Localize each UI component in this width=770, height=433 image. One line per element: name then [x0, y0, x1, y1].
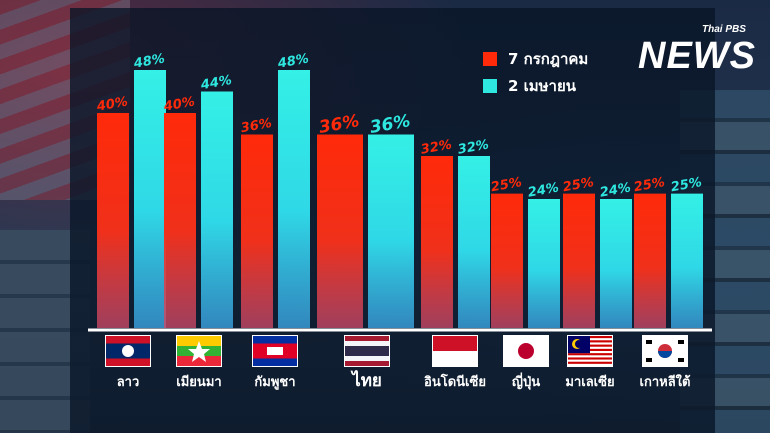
laos-flag-icon — [105, 335, 151, 367]
bar-2-5 — [528, 199, 560, 328]
malaysia-flag-icon — [567, 335, 613, 367]
value-label-1-3: 36% — [317, 111, 361, 138]
bar-2-1 — [201, 91, 233, 328]
cambodia-flag-icon — [252, 335, 298, 367]
bar-2-3 — [368, 134, 414, 328]
bar-1-6 — [563, 193, 595, 328]
bar-1-3 — [317, 134, 363, 328]
logo-news: NEWS — [638, 35, 756, 77]
logo-thai-pbs: Thai PBS — [702, 24, 746, 35]
south-korea-flag-icon — [642, 335, 688, 367]
bar-1-5 — [491, 193, 523, 328]
legend-label-series-1: 7 กรกฎาคม — [508, 50, 588, 68]
value-label-2-0: 48% — [132, 51, 166, 71]
value-label-1-4: 32% — [420, 137, 453, 157]
country-labels-group: ลาว เมียนมา กัมพูชา ไทย อินโดนีเซีย ญี่ปุ่น มา… — [117, 370, 691, 391]
value-label-1-6: 25% — [562, 175, 595, 195]
legend: 7 กรกฎาคม 2 เมษายน — [483, 50, 588, 95]
thai-pbs-news-logo: Thai PBS NEWS — [638, 24, 756, 77]
country-label-2: กัมพูชา — [254, 375, 295, 390]
country-label-6: มาเลเซีย — [565, 374, 614, 390]
value-label-1-2: 36% — [240, 116, 273, 136]
myanmar-flag-icon — [176, 335, 222, 367]
value-label-1-5: 25% — [490, 175, 523, 195]
bar-1-7 — [634, 193, 666, 328]
value-label-2-1: 44% — [199, 73, 233, 93]
value-label-1-0: 40% — [95, 94, 129, 114]
country-label-1: เมียนมา — [176, 374, 221, 390]
legend-swatch-series-1 — [483, 52, 497, 66]
bar-2-6 — [600, 199, 632, 328]
bar-2-2 — [278, 70, 310, 328]
japan-flag-icon — [503, 335, 549, 367]
bar-2-0 — [134, 70, 166, 328]
indonesia-flag-icon — [432, 335, 478, 367]
country-label-7: เกาหลีใต้ — [640, 373, 691, 390]
bar-1-2 — [241, 134, 273, 328]
bar-1-1 — [164, 113, 196, 328]
country-label-4: อินโดนีเซีย — [424, 373, 486, 390]
value-label-2-3: 36% — [368, 111, 412, 138]
value-label-2-4: 32% — [457, 137, 490, 157]
bar-2-4 — [458, 156, 490, 328]
country-label-0: ลาว — [117, 375, 140, 390]
value-label-2-7: 25% — [670, 175, 703, 195]
bars-group — [97, 70, 703, 328]
thailand-flag-icon — [344, 335, 390, 367]
bar-2-7 — [671, 193, 703, 328]
flags-group — [105, 335, 688, 367]
value-label-1-7: 25% — [633, 175, 666, 195]
legend-swatch-series-2 — [483, 79, 497, 93]
bar-1-0 — [97, 113, 129, 328]
value-label-2-5: 24% — [527, 180, 560, 200]
bar-1-4 — [421, 156, 453, 328]
country-label-5: ญี่ปุ่น — [512, 372, 540, 390]
legend-label-series-2: 2 เมษายน — [508, 77, 577, 95]
value-label-2-6: 24% — [599, 180, 632, 200]
value-label-2-2: 48% — [276, 51, 310, 71]
country-label-3: ไทย — [350, 370, 382, 391]
value-label-1-1: 40% — [162, 94, 196, 114]
